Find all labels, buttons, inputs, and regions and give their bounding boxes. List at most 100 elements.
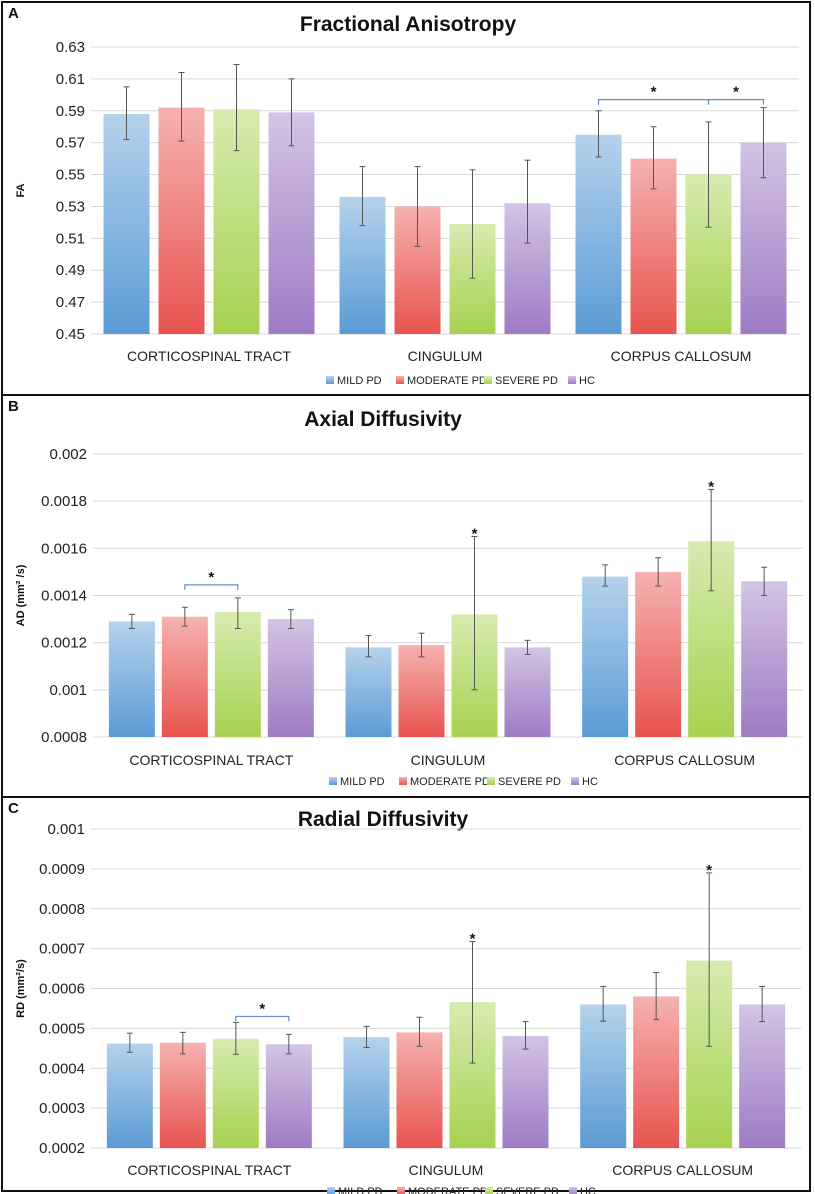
bar-mild-pd (106, 1043, 153, 1148)
legend-label: HC (580, 1186, 596, 1194)
legend-swatch (399, 777, 407, 785)
panel-axial-diffusivity: B Axial Diffusivity 0.0008 0.001 0.0012 0.00… (1, 394, 811, 798)
y-tick-label: 0.0008 (39, 901, 85, 918)
y-tick-label: 0.47 (56, 294, 85, 311)
legend-swatch (569, 1187, 577, 1194)
bar-hc (267, 619, 314, 737)
legend-label: MODERATE PD (408, 1186, 488, 1194)
legend-label: MILD PD (338, 1186, 383, 1194)
y-tick-label: 0.0012 (41, 635, 87, 652)
bar-moderate-pd (159, 1042, 206, 1148)
legend-swatch (485, 1187, 493, 1194)
category-label: CORPUS CALLOSUM (612, 1162, 753, 1178)
y-tick-label: 0.001 (47, 821, 85, 838)
y-tick-label: 0.57 (56, 135, 85, 152)
panel-label: A (8, 5, 19, 22)
legend-swatch (396, 376, 404, 384)
y-tick-label: 0.0016 (41, 540, 87, 557)
significance-star: * (708, 478, 714, 495)
bar-moderate-pd (398, 645, 445, 737)
y-tick-label: 0.0004 (39, 1060, 85, 1077)
category-label: CORTICOSPINAL TRACT (129, 752, 293, 768)
bar-hc (268, 112, 315, 334)
category-label: CINGULUM (409, 1162, 484, 1178)
bar-hc (739, 1004, 786, 1148)
legend-label: SEVERE PD (496, 1186, 559, 1194)
bar-mild-pd (582, 576, 629, 737)
chart-fractional-anisotropy: Fractional Anisotropy 0.45 0.47 0.49 0.51 0.5… (15, 13, 799, 387)
significance-star: * (208, 569, 214, 586)
bar-mild-pd (108, 621, 155, 737)
category-label: CORPUS CALLOSUM (614, 752, 755, 768)
y-axis-label: FA (15, 183, 27, 197)
chart-title: Axial Diffusivity (304, 408, 462, 431)
y-tick-label: 0.53 (56, 198, 85, 215)
y-tick-label: 0.0008 (41, 729, 87, 746)
chart-title: Fractional Anisotropy (300, 13, 517, 36)
y-tick-label: 0.59 (56, 103, 85, 120)
bar-hc (502, 1035, 549, 1148)
legend-label: MODERATE PD (410, 776, 490, 788)
y-tick-label: 0.0003 (39, 1100, 85, 1117)
bar-mild-pd (580, 1004, 627, 1148)
y-axis-label: AD (mm² /s) (15, 564, 27, 626)
bar-hc (741, 581, 788, 737)
legend-swatch (571, 777, 579, 785)
y-tick-label: 0.61 (56, 71, 85, 88)
chart-radial-diffusivity: Radial Diffusivity 0.0002 0.0003 0.0004 0.00… (15, 808, 801, 1194)
chart-title: Radial Diffusivity (298, 808, 469, 831)
bar-moderate-pd (396, 1032, 443, 1148)
bar-severe-pd (214, 612, 261, 737)
bar-mild-pd (103, 113, 150, 334)
bar-moderate-pd (635, 571, 682, 737)
legend-swatch (326, 376, 334, 384)
y-tick-label: 0.45 (56, 326, 85, 343)
category-label: CINGULUM (411, 752, 486, 768)
y-tick-label: 0.0005 (39, 1020, 85, 1037)
category-label: CORTICOSPINAL TRACT (127, 348, 291, 364)
legend-label: MILD PD (337, 375, 382, 387)
significance-bracket (707, 99, 765, 105)
significance-star: * (651, 84, 657, 101)
panel-fractional-anisotropy: A Fractional Anisotropy 0.45 0.47 0.49 0.51 0… (1, 1, 811, 396)
y-axis-label: RD (mm²/s) (15, 959, 27, 1018)
bar-mild-pd (575, 134, 622, 334)
legend-swatch (487, 777, 495, 785)
significance-star: * (470, 930, 476, 947)
y-tick-label: 0.51 (56, 230, 85, 247)
legend-swatch (329, 777, 337, 785)
panel-radial-diffusivity: C Radial Diffusivity 0.0002 0.0003 0.0004 0.… (1, 796, 811, 1194)
legend-swatch (327, 1187, 335, 1194)
y-tick-label: 0.55 (56, 167, 85, 184)
legend-swatch (397, 1187, 405, 1194)
significance-bracket (235, 1015, 290, 1022)
panel-label: C (8, 800, 19, 817)
legend-label: MODERATE PD (407, 375, 487, 387)
significance-star: * (733, 84, 739, 101)
y-tick-label: 0.0007 (39, 941, 85, 958)
legend-label: SEVERE PD (498, 776, 561, 788)
y-tick-label: 0.0014 (41, 588, 87, 605)
legend-label: MILD PD (340, 776, 385, 788)
significance-star: * (706, 862, 712, 879)
y-tick-label: 0.0002 (39, 1140, 85, 1157)
y-tick-label: 0.0009 (39, 861, 85, 878)
y-tick-label: 0.0006 (39, 981, 85, 998)
y-tick-label: 0.002 (49, 446, 87, 463)
y-tick-label: 0.001 (49, 682, 87, 699)
significance-star: * (259, 1000, 265, 1017)
y-tick-label: 0.63 (56, 39, 85, 56)
category-label: CINGULUM (408, 348, 483, 364)
chart-axial-diffusivity: Axial Diffusivity 0.0008 0.001 0.0012 0.0014… (15, 408, 803, 788)
category-label: CORTICOSPINAL TRACT (127, 1162, 291, 1178)
bar-moderate-pd (161, 616, 208, 737)
y-tick-label: 0.0018 (41, 493, 87, 510)
significance-bracket (184, 584, 239, 590)
y-tick-label: 0.49 (56, 262, 85, 279)
legend-swatch (484, 376, 492, 384)
legend-label: HC (579, 375, 595, 387)
bar-hc (504, 647, 551, 737)
legend-swatch (568, 376, 576, 384)
significance-star: * (472, 526, 478, 543)
legend-label: SEVERE PD (495, 375, 558, 387)
